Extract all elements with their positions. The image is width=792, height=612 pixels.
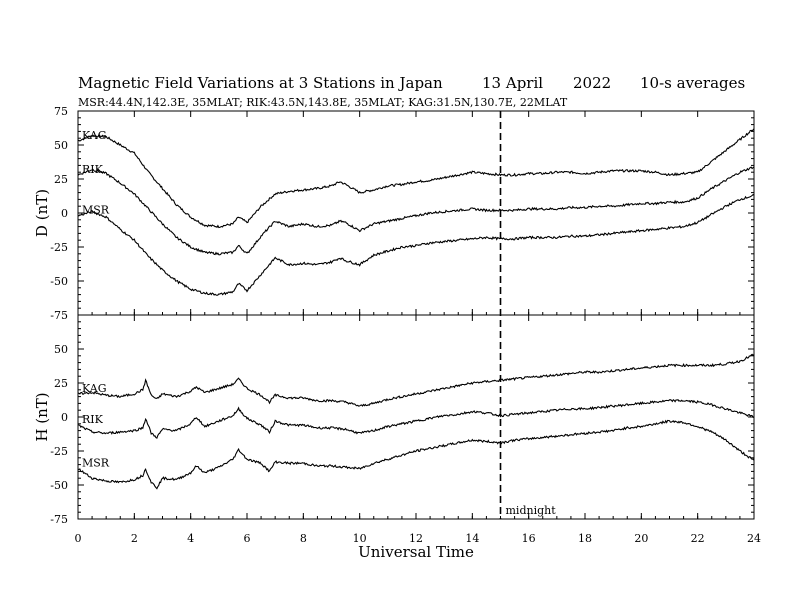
stations-info: MSR:44.4N,142.3E, 35MLAT; RIK:43.5N,143.…: [78, 96, 568, 109]
x-tick-label: 12: [409, 532, 423, 545]
d-x-ticks: [77, 111, 755, 315]
y-tick-label: 25: [54, 173, 68, 186]
series-line-msr: [77, 419, 755, 490]
series-line-msr: [77, 193, 755, 296]
h-series-group: KAG RIK MSR: [77, 353, 755, 490]
series-label-kag: KAG: [82, 129, 107, 142]
chart-date: 13 April: [482, 74, 543, 92]
midnight-marker: midnight: [499, 111, 557, 519]
x-tick-label: 16: [522, 532, 536, 545]
y-tick-label: 0: [61, 207, 68, 220]
series-label-rik: RIK: [82, 163, 104, 176]
h-x-axis: 0 2 4 6 8 10 12 14 16 18 20 22 24: [75, 315, 761, 545]
d-y-axis-label: D (nT): [33, 189, 51, 237]
h-panel-frame: [77, 314, 755, 520]
series-line-rik: [77, 399, 755, 439]
series-label-kag: KAG: [82, 382, 107, 395]
x-tick-label: 20: [634, 532, 648, 545]
y-tick-label: 0: [61, 411, 68, 424]
x-tick-label: 18: [578, 532, 592, 545]
y-tick-label: -25: [50, 445, 68, 458]
x-tick-label: 2: [131, 532, 138, 545]
y-tick-label: 50: [54, 139, 68, 152]
x-tick-label: 0: [75, 532, 82, 545]
chart-year: 2022: [573, 74, 611, 92]
chart-title: Magnetic Field Variations at 3 Stations …: [78, 74, 443, 92]
h-y-axis: 50 25 0 -25 -50 -75: [50, 314, 754, 526]
d-panel-frame: [77, 110, 755, 316]
y-tick-label: -75: [50, 309, 68, 322]
d-series-group: KAG RIK MSR: [77, 128, 755, 296]
series-label-rik: RIK: [82, 413, 104, 426]
series-line-kag: [77, 353, 755, 407]
x-tick-label: 8: [300, 532, 307, 545]
y-tick-label: -50: [50, 479, 68, 492]
d-y-axis: 75 50 25 0 -25 -50 -75: [50, 105, 754, 322]
series-line-rik: [77, 166, 755, 256]
y-tick-label: -75: [50, 513, 68, 526]
x-axis-label: Universal Time: [358, 543, 474, 561]
x-tick-label: 6: [244, 532, 251, 545]
series-line-kag: [77, 128, 755, 229]
y-tick-label: 75: [54, 105, 68, 118]
y-tick-label: -50: [50, 275, 68, 288]
series-label-msr: MSR: [82, 204, 110, 217]
y-tick-label: 50: [54, 343, 68, 356]
x-tick-label: 22: [691, 532, 705, 545]
x-tick-label: 10: [353, 532, 367, 545]
x-tick-label: 4: [187, 532, 194, 545]
midnight-label: midnight: [506, 504, 557, 517]
y-tick-label: 25: [54, 377, 68, 390]
d-panel: 75 50 25 0 -25 -50 -75 KAG RIK MSR D (nT): [33, 105, 755, 322]
x-tick-label: 14: [465, 532, 479, 545]
x-tick-label: 24: [747, 532, 761, 545]
series-label-msr: MSR: [82, 457, 110, 470]
h-y-axis-label: H (nT): [33, 392, 51, 441]
chart-averaging: 10-s averages: [640, 74, 745, 92]
y-tick-label: -25: [50, 241, 68, 254]
